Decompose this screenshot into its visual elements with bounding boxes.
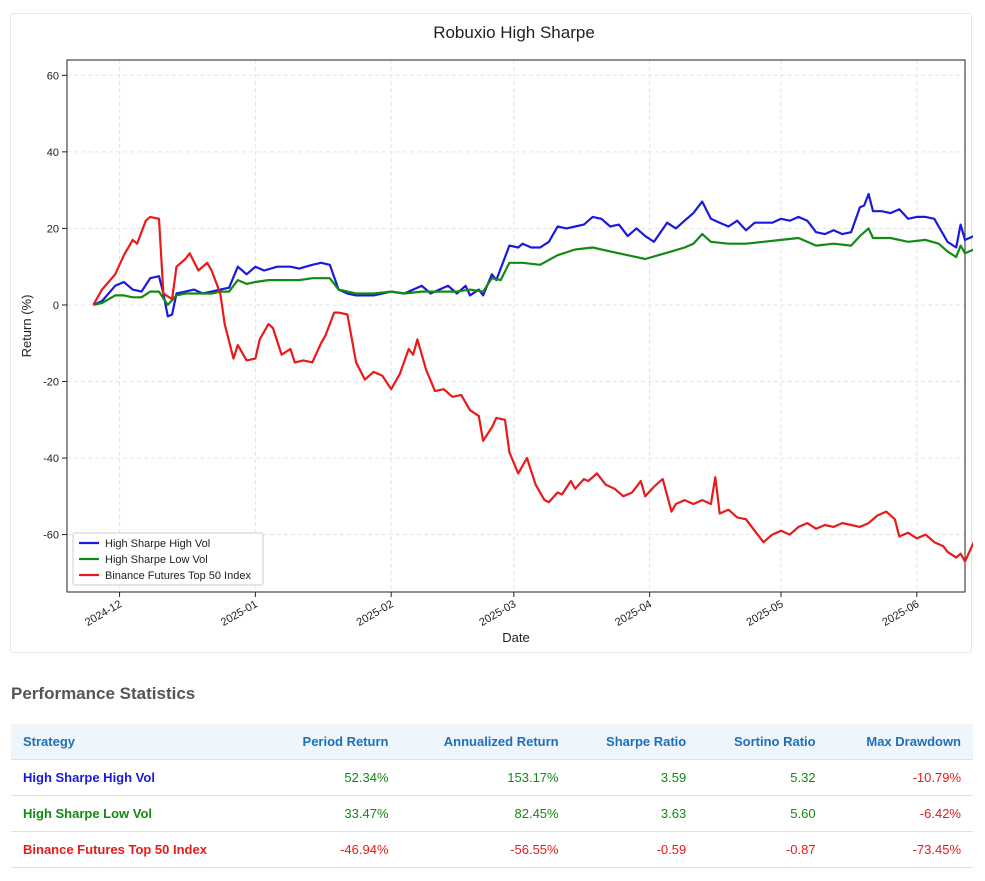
x-tick-label: 2024-12 [83,598,124,629]
legend-label: High Sharpe Low Vol [105,554,208,566]
stats-title: Performance Statistics [11,684,196,703]
line-chart: Robuxio High Sharpe 60 40 20 0 -20 -40 -60 2024-… [19,23,973,645]
y-tick-label: -40 [43,453,59,465]
plot-frame [66,59,966,593]
sharpe-ratio: -0.59 [570,831,699,868]
annualized-return: -56.55% [400,831,571,868]
max-drawdown: -73.45% [827,831,973,868]
y-axis-label: Return (%) [19,295,34,358]
legend-label: Binance Futures Top 50 Index [105,570,251,582]
x-tick-label: 2025-03 [477,598,518,629]
sharpe-ratio: 3.59 [570,759,699,796]
stats-header-row: Strategy Period Return Annualized Return… [11,724,973,760]
sortino-ratio: 5.60 [698,795,828,832]
x-tick-label: 2025-02 [355,598,396,629]
col-annualized-return: Annualized Return [400,724,571,760]
sortino-ratio: -0.87 [698,831,828,868]
y-tick-label: 20 [47,223,59,235]
x-axis-label: Date [502,630,529,645]
period-return: -46.94% [265,831,401,868]
sortino-ratio: 5.32 [698,759,828,796]
table-row: Binance Futures Top 50 Index -46.94% -56… [11,831,973,868]
y-tick-label: -20 [43,376,59,388]
y-tick-label: 40 [47,147,59,159]
col-max-drawdown: Max Drawdown [827,724,973,760]
col-period-return: Period Return [265,724,401,760]
period-return: 33.47% [265,795,401,832]
y-tick-label: 60 [47,70,59,82]
x-tick-label: 2025-05 [745,598,786,629]
x-tick-label: 2025-06 [880,598,921,629]
x-tick-label: 2025-01 [219,598,260,629]
annualized-return: 153.17% [400,759,571,796]
sharpe-ratio: 3.63 [570,795,699,832]
x-tick-label: 2025-04 [613,598,654,629]
chart-card: Robuxio High Sharpe 60 40 20 0 -20 -40 -60 2024-… [10,13,973,653]
table-row: High Sharpe High Vol 52.34% 153.17% 3.59… [11,759,973,796]
series-line-1 [93,227,973,306]
legend-box [72,532,264,586]
series-line-2 [92,215,973,563]
y-tick-label: 0 [53,300,59,312]
table-row: High Sharpe Low Vol 33.47% 82.45% 3.63 5… [11,795,973,832]
strategy-name: High Sharpe High Vol [11,759,266,796]
col-strategy: Strategy [11,724,266,760]
period-return: 52.34% [265,759,401,796]
stats-table: Strategy Period Return Annualized Return… [11,724,973,868]
series-line-0 [92,192,973,318]
annualized-return: 82.45% [400,795,571,832]
max-drawdown: -10.79% [827,759,973,796]
col-sortino-ratio: Sortino Ratio [698,724,828,760]
strategy-name: Binance Futures Top 50 Index [11,831,266,868]
y-tick-label: -60 [43,530,59,542]
strategy-name: High Sharpe Low Vol [11,795,266,832]
chart-title: Robuxio High Sharpe [433,23,595,42]
max-drawdown: -6.42% [827,795,973,832]
col-sharpe-ratio: Sharpe Ratio [570,724,699,760]
legend-label: High Sharpe High Vol [105,538,210,550]
